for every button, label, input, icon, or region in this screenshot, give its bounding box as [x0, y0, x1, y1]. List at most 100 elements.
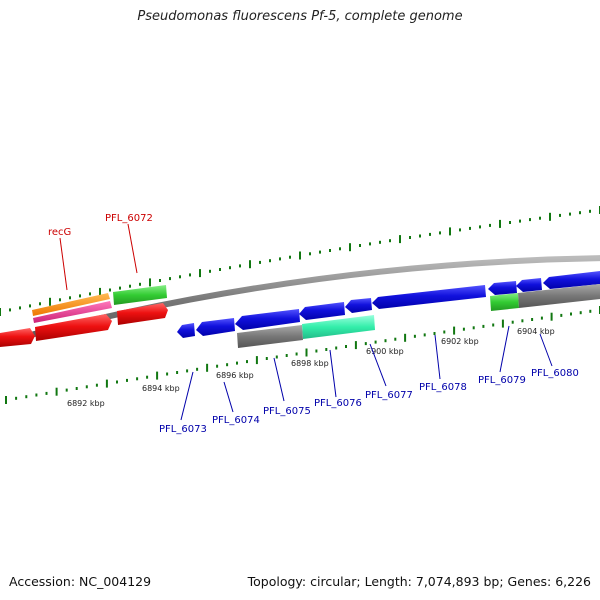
- scale-tick: [15, 396, 18, 400]
- gene-label-pfl6072: PFL_6072: [105, 213, 153, 224]
- cds-features: [0, 271, 600, 347]
- scale-tick: [65, 388, 68, 392]
- scale-tick: [443, 330, 446, 334]
- scale-tick: [216, 364, 219, 368]
- scale-tick: [560, 313, 563, 317]
- cds-blue-pfl6075: [235, 309, 300, 330]
- scale-tick: [196, 367, 199, 371]
- scale-tick: [29, 304, 31, 308]
- scale-tick: [354, 341, 357, 350]
- scale-tick: [226, 363, 229, 367]
- accession-label: Accession: NC_004129: [9, 574, 152, 589]
- gene-grey-1: [237, 325, 303, 348]
- scale-tick: [364, 342, 367, 346]
- scale-tick: [394, 337, 397, 341]
- scale-tick: [419, 234, 421, 238]
- cds-blue-pfl6074: [196, 318, 235, 336]
- scale-tick: [449, 227, 451, 236]
- scale-tick: [469, 226, 471, 230]
- scale-tick: [129, 284, 131, 288]
- scale-tick: [189, 273, 191, 277]
- scale-label: 6898 kbp: [291, 359, 329, 368]
- cds-blue-pfl6078: [372, 285, 486, 309]
- scale-tick: [289, 255, 291, 259]
- genome-summary: Topology: circular; Length: 7,074,893 bp…: [247, 574, 591, 589]
- scale-tick: [550, 312, 553, 321]
- scale-tick: [559, 213, 561, 217]
- scale-tick: [35, 393, 38, 397]
- scale-tick: [109, 288, 111, 292]
- scale-label: 6894 kbp: [142, 384, 180, 393]
- cds-red-3: [117, 303, 168, 325]
- scale-tick: [186, 369, 189, 373]
- scale-tick: [89, 292, 91, 296]
- scale-tick: [249, 260, 251, 269]
- cds-blue-edge: [543, 271, 600, 289]
- scale-tick: [325, 348, 328, 351]
- scale-labels: 6892 kbp 6894 kbp 6896 kbp 6898 kbp 6900…: [67, 327, 555, 408]
- scale-tick: [176, 371, 179, 374]
- scale-tick: [19, 306, 21, 310]
- scale-tick: [69, 296, 71, 300]
- scale-tick: [246, 360, 248, 364]
- gene-label-pfl6079: PFL_6079: [478, 375, 526, 386]
- scale-tick: [236, 361, 238, 365]
- scale-tick: [55, 387, 58, 396]
- scale-tick: [589, 209, 591, 213]
- scale-tick: [479, 225, 481, 229]
- scale-tick: [384, 339, 387, 343]
- scale-tick: [549, 212, 551, 221]
- tick-ring-lower: [5, 306, 600, 404]
- scale-label: 6902 kbp: [441, 337, 479, 346]
- scale-tick: [146, 375, 149, 379]
- scale-tick: [39, 302, 41, 306]
- scale-tick: [119, 286, 121, 290]
- cds-red-1: [0, 328, 35, 347]
- scale-tick: [349, 243, 351, 252]
- scale-label: 6900 kbp: [366, 347, 404, 356]
- scale-tick: [199, 269, 201, 278]
- scale-tick: [569, 212, 571, 216]
- scale-tick: [579, 211, 581, 215]
- scale-tick: [116, 380, 118, 384]
- scale-tick: [570, 312, 572, 316]
- scale-tick: [509, 221, 511, 224]
- scale-tick: [492, 323, 495, 327]
- scale-tick: [45, 391, 48, 395]
- scale-tick: [429, 232, 431, 236]
- scale-tick: [285, 354, 288, 357]
- scale-tick: [369, 242, 371, 246]
- scale-tick: [265, 357, 268, 360]
- scale-tick: [462, 327, 465, 331]
- scale-tick: [404, 333, 407, 342]
- scale-tick: [472, 326, 475, 330]
- reverse-features: [237, 284, 600, 348]
- scale-tick: [159, 279, 161, 282]
- gene-label-pfl6078: PFL_6078: [419, 382, 467, 393]
- scale-tick: [149, 278, 151, 287]
- scale-tick: [482, 324, 485, 328]
- scale-tick: [309, 252, 311, 256]
- cds-blue-pfl6077: [345, 298, 372, 313]
- scale-tick: [255, 356, 258, 365]
- scale-tick: [433, 332, 436, 335]
- scale-tick: [529, 218, 531, 222]
- scale-tick: [305, 348, 308, 357]
- forward-labels: recG PFL_6072: [48, 213, 153, 291]
- scale-tick: [85, 385, 88, 389]
- scale-tick: [511, 320, 514, 324]
- scale-tick: [139, 282, 141, 286]
- scale-tick: [521, 319, 524, 323]
- scale-tick: [423, 333, 426, 337]
- scale-tick: [489, 223, 491, 227]
- scale-tick: [9, 308, 11, 312]
- scale-tick: [169, 277, 171, 281]
- scale-tick: [501, 319, 504, 328]
- gene-label-pfl6073: PFL_6073: [159, 424, 207, 435]
- forward-features: [32, 285, 167, 323]
- cds-blue-pfl6076: [299, 302, 345, 320]
- scale-tick: [136, 377, 139, 381]
- gene-grey-2: [518, 284, 600, 308]
- gene-aqua: [302, 315, 375, 339]
- scale-tick: [219, 268, 221, 271]
